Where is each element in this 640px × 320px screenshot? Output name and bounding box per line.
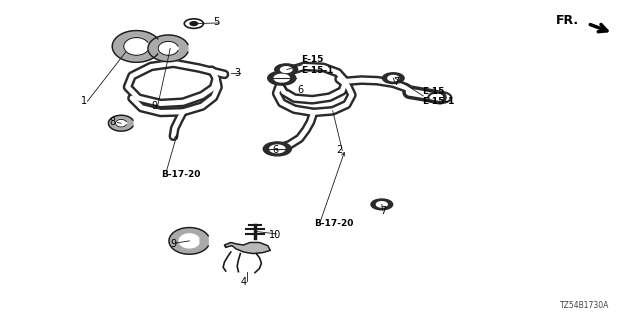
Text: B-17-20: B-17-20: [314, 219, 353, 228]
Text: 3: 3: [234, 68, 240, 78]
Circle shape: [268, 71, 296, 85]
Text: 8: 8: [110, 117, 116, 127]
Polygon shape: [179, 234, 199, 248]
Polygon shape: [108, 115, 133, 131]
Polygon shape: [115, 119, 127, 127]
Text: 9: 9: [170, 239, 177, 249]
Polygon shape: [225, 243, 270, 253]
Circle shape: [263, 142, 291, 156]
Polygon shape: [148, 35, 188, 62]
Text: TZ54B1730A: TZ54B1730A: [560, 301, 609, 310]
Text: 6: 6: [273, 146, 278, 156]
Text: 1: 1: [81, 96, 87, 106]
Polygon shape: [112, 31, 157, 62]
Circle shape: [376, 202, 387, 207]
Polygon shape: [158, 41, 178, 55]
Text: FR.: FR.: [556, 14, 579, 27]
Circle shape: [269, 145, 285, 153]
Circle shape: [190, 22, 198, 26]
Text: 5: 5: [214, 17, 220, 27]
Text: 4: 4: [241, 277, 246, 287]
Circle shape: [371, 199, 393, 210]
Circle shape: [275, 64, 298, 75]
Text: E-15
E-15-1: E-15 E-15-1: [301, 55, 333, 75]
Text: 2: 2: [336, 146, 342, 156]
Text: 10: 10: [269, 229, 282, 240]
Circle shape: [274, 74, 289, 82]
Text: B-17-20: B-17-20: [161, 170, 200, 179]
Text: E-15
E-15-1: E-15 E-15-1: [422, 87, 454, 106]
Circle shape: [383, 73, 404, 84]
Polygon shape: [169, 228, 208, 254]
Circle shape: [280, 67, 292, 72]
Text: 9: 9: [151, 101, 157, 111]
Text: 6: 6: [298, 85, 304, 95]
Text: 7: 7: [381, 206, 387, 216]
Polygon shape: [124, 37, 148, 55]
Text: 7: 7: [394, 77, 399, 87]
Circle shape: [388, 76, 399, 81]
